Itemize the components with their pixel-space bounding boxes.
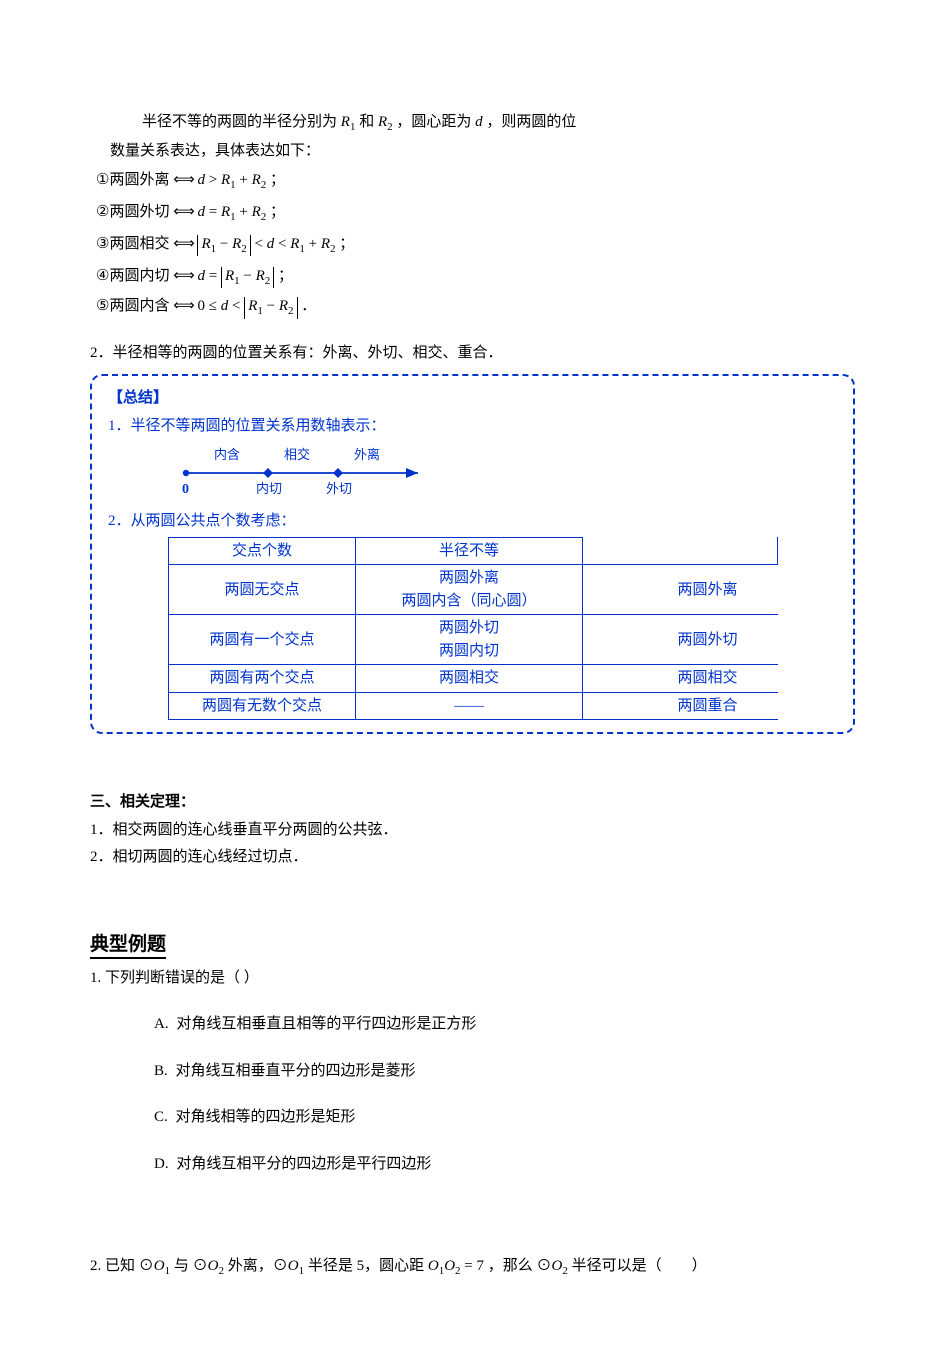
td: 两圆外离 两圆内含（同心圆） [356, 565, 583, 615]
td: 两圆外切 [583, 615, 778, 665]
examples-heading: 典型例题 [90, 929, 855, 959]
summary-table: 交点个数 半径不等 两圆无交点 两圆外离 两圆内含（同心圆） 两圆外离 两圆有一… [168, 537, 778, 721]
summary-item-2: 2．从两圆公共点个数考虑： [108, 509, 837, 535]
rule-5: ⑤两圆内含 ⟺ 0 ≤ d < R1 − R2 ． [96, 292, 855, 321]
nl-top-1: 内含 [214, 447, 240, 462]
th-2: 半径不等 [356, 537, 583, 565]
td: 两圆外切 两圆内切 [356, 615, 583, 665]
nl-arrowhead-icon [406, 468, 418, 478]
q2-stem: 2. 已知 ⊙O1 与 ⊙O2 外离，⊙O1 半径是 5，圆心距 O1O2 = … [90, 1251, 855, 1283]
nl-bottom-1: 内切 [256, 481, 282, 496]
section-3-title: 三、相关定理： [90, 790, 855, 816]
td: 两圆有两个交点 [169, 665, 356, 693]
intro-line-2: 数量关系表达，具体表达如下： [110, 139, 855, 165]
q1-option-D: D. 对角线互相平分的四边形是平行四边形 [154, 1149, 855, 1181]
nl-top-2: 相交 [284, 447, 310, 462]
nl-origin-dot [183, 470, 189, 476]
point-2: 2．半径相等的两圆的位置关系有：外离、外切、相交、重合． [90, 341, 855, 367]
section-3-item-1: 1．相交两圆的连心线垂直平分两圆的公共弦． [90, 818, 855, 844]
th-3 [583, 537, 778, 565]
rule-4: ④两圆内切 ⟺ d = R1 − R2 ； [96, 262, 855, 291]
table-row: 两圆有两个交点 两圆相交 两圆相交 [169, 665, 778, 693]
q1-option-C: C. 对角线相等的四边形是矩形 [154, 1102, 855, 1134]
intro-line-1: 半径不等的两圆的半径分别为 R1 和 R2 ，圆心距为 d ，则两圆的位 [142, 110, 855, 137]
rule-3: ③两圆相交 ⟺ R1 − R2 < d < R1 + R2 ； [96, 230, 855, 260]
q1-option-B: B. 对角线互相垂直平分的四边形是菱形 [154, 1056, 855, 1088]
th-1: 交点个数 [169, 537, 356, 565]
td: 两圆有无数个交点 [169, 692, 356, 720]
table-row: 两圆有无数个交点 —— 两圆重合 [169, 692, 778, 720]
summary-item-1: 1．半径不等两圆的位置关系用数轴表示： [108, 414, 837, 440]
td: 两圆重合 [583, 692, 778, 720]
nl-origin-label: 0 [182, 482, 189, 497]
td: 两圆外离 [583, 565, 778, 615]
td: 两圆无交点 [169, 565, 356, 615]
nl-bottom-2: 外切 [326, 481, 352, 496]
table-row: 两圆无交点 两圆外离 两圆内含（同心圆） 两圆外离 [169, 565, 778, 615]
nl-top-3: 外离 [354, 447, 380, 462]
q1-option-A: A. 对角线互相垂直且相等的平行四边形是正方形 [154, 1009, 855, 1041]
nl-tick-1-icon [263, 468, 273, 478]
td: 两圆相交 [356, 665, 583, 693]
table-header-row: 交点个数 半径不等 [169, 537, 778, 565]
rule-1: ①两圆外离 ⟺ d > R1 + R2 ； [96, 166, 855, 196]
number-line-diagram: 内含 相交 外离 0 内切 外切 [168, 445, 837, 501]
td: 两圆相交 [583, 665, 778, 693]
table-row: 两圆有一个交点 两圆外切 两圆内切 两圆外切 [169, 615, 778, 665]
q1-stem: 1. 下列判断错误的是（ ） [90, 963, 855, 995]
td: —— [356, 692, 583, 720]
summary-title: 【总结】 [108, 386, 837, 412]
nl-tick-2-icon [333, 468, 343, 478]
rule-2: ②两圆外切 ⟺ d = R1 + R2 ； [96, 198, 855, 228]
summary-box: 【总结】 1．半径不等两圆的位置关系用数轴表示： 内含 相交 外离 0 内切 [90, 374, 855, 734]
td: 两圆有一个交点 [169, 615, 356, 665]
section-3-item-2: 2．相切两圆的连心线经过切点． [90, 845, 855, 871]
